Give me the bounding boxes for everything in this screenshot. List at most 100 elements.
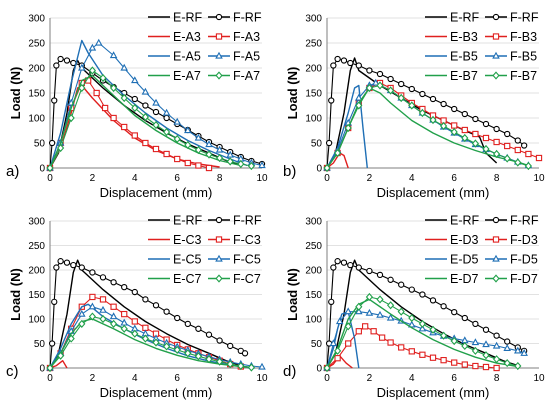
data-point-f-d3 xyxy=(419,351,426,358)
series-line-e-rf xyxy=(326,259,519,369)
data-point-f-a3 xyxy=(101,104,109,112)
data-point-f-rf xyxy=(472,320,479,328)
x-tick-label: 2 xyxy=(367,173,373,184)
y-tick-label: 50 xyxy=(34,339,46,350)
data-point-f-c7 xyxy=(88,312,96,321)
data-point-f-b7 xyxy=(344,123,352,133)
data-point-f-c7 xyxy=(237,361,245,371)
data-point-f-b7 xyxy=(482,144,490,154)
y-axis-title: Load (N) xyxy=(285,67,300,120)
data-point-f-d7 xyxy=(397,307,405,316)
legend-marker xyxy=(215,33,223,40)
data-point-f-a5 xyxy=(226,150,234,158)
data-point-f-d5 xyxy=(503,344,511,352)
y-axis-title: Load (N) xyxy=(8,268,23,321)
data-point-f-d3 xyxy=(370,328,377,335)
x-tick-label: 6 xyxy=(451,373,457,384)
data-point-f-c5 xyxy=(258,362,266,370)
data-point-f-rf xyxy=(451,105,458,113)
y-tick-label: 50 xyxy=(311,339,323,350)
data-point-f-a5 xyxy=(78,63,86,71)
x-tick-label: 6 xyxy=(174,373,180,384)
x-axis-title: Displacement (mm) xyxy=(377,185,490,200)
data-point-f-c7 xyxy=(152,338,160,347)
data-point-f-a5 xyxy=(141,87,150,95)
x-tick-label: 4 xyxy=(132,173,138,184)
data-point-f-rf xyxy=(387,276,394,283)
data-point-f-rf xyxy=(366,267,373,275)
legend-label: E-D5 xyxy=(450,253,479,267)
legend-label: F-RF xyxy=(510,11,539,25)
data-point-f-d3 xyxy=(429,354,437,361)
x-tick-label: 10 xyxy=(256,373,268,384)
data-point-f-rf xyxy=(387,75,394,83)
data-point-f-rf xyxy=(78,264,85,271)
data-point-f-a7 xyxy=(78,83,86,93)
data-point-f-a7 xyxy=(205,150,213,159)
data-point-f-rf xyxy=(99,274,107,281)
legend-label: E-B5 xyxy=(450,50,478,64)
data-point-f-a3 xyxy=(93,89,100,97)
data-point-f-c5 xyxy=(120,318,128,326)
data-point-f-a7 xyxy=(194,145,202,155)
chart-panel-3: 0 50 100 150 200 250 300 0 2 4 6 8 10 Displacement (m… xyxy=(6,214,268,401)
data-point-f-rf xyxy=(110,279,117,286)
data-point-f-b7 xyxy=(471,139,479,148)
data-point-f-c7 xyxy=(184,349,192,358)
data-point-f-c7 xyxy=(131,329,139,338)
data-point-f-a3 xyxy=(195,162,202,169)
data-point-f-d5 xyxy=(492,341,501,349)
data-point-f-rf xyxy=(325,139,333,147)
data-point-f-rf xyxy=(355,264,362,271)
data-point-f-d3 xyxy=(408,348,415,355)
series-line-e-a7 xyxy=(49,74,241,169)
data-point-f-b5 xyxy=(371,78,380,86)
data-point-f-a5 xyxy=(131,76,139,84)
data-point-f-rf xyxy=(51,298,58,305)
data-point-f-a7 xyxy=(67,113,75,123)
data-point-f-rf xyxy=(482,120,490,128)
data-point-f-b7 xyxy=(387,86,395,95)
data-point-f-rf xyxy=(408,85,415,93)
data-point-f-c7 xyxy=(205,355,213,364)
data-point-f-b3 xyxy=(514,146,521,154)
data-point-f-a7 xyxy=(216,153,224,163)
legend-marker xyxy=(492,33,500,40)
data-point-f-rf xyxy=(472,115,479,123)
series-line-e-rf xyxy=(49,259,242,369)
data-point-f-rf xyxy=(195,325,202,332)
data-point-f-c5 xyxy=(99,305,107,313)
panel-label: c) xyxy=(6,363,19,380)
data-point-f-rf xyxy=(440,303,447,310)
data-point-f-d3 xyxy=(378,334,386,341)
data-point-f-d7 xyxy=(493,355,501,364)
data-point-f-rf xyxy=(152,302,160,309)
data-point-f-rf xyxy=(216,337,223,344)
data-point-f-rf xyxy=(347,261,354,269)
legend-label: E-B7 xyxy=(450,69,478,83)
data-point-f-a7 xyxy=(57,143,65,153)
data-point-f-d5 xyxy=(471,338,480,346)
data-point-f-a5 xyxy=(152,98,160,106)
data-point-f-rf xyxy=(163,308,170,315)
data-point-f-d7 xyxy=(482,351,490,360)
data-point-f-a5 xyxy=(88,43,97,51)
chart-panel-4: 0 50 100 150 200 250 300 0 2 4 6 8 10 Displacement (m… xyxy=(283,214,545,401)
y-tick-label: 0 xyxy=(39,164,45,175)
x-tick-label: 0 xyxy=(324,173,330,184)
data-point-f-a3 xyxy=(174,155,181,163)
legend-label: F-B3 xyxy=(510,30,537,44)
legend-marker xyxy=(215,13,223,21)
legend-marker xyxy=(215,71,223,80)
data-point-f-d5 xyxy=(376,310,384,318)
data-point-f-c7 xyxy=(78,319,86,328)
x-axis-title: Displacement (mm) xyxy=(100,385,213,400)
data-point-f-b7 xyxy=(524,161,532,171)
data-point-f-d3 xyxy=(345,340,352,347)
y-tick-label: 200 xyxy=(28,266,45,277)
y-axis-title: Load (N) xyxy=(285,268,300,321)
data-point-f-rf xyxy=(63,259,71,266)
data-point-f-a5 xyxy=(194,133,203,141)
legend-label: E-D7 xyxy=(450,272,479,286)
